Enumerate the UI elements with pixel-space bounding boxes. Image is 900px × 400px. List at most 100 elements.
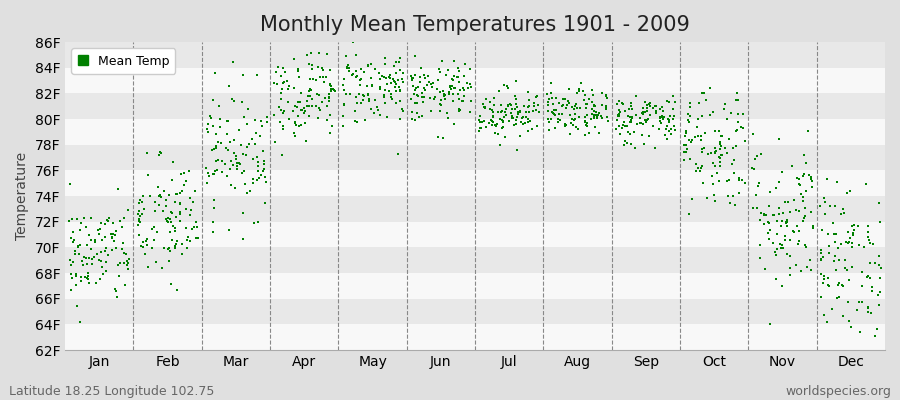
Point: [767, 212, 781, 218]
Point: [662, 128, 676, 134]
Point: [540, 107, 554, 114]
Point: [852, 242, 867, 248]
Point: [277, 79, 292, 85]
Point: [474, 125, 489, 131]
Point: [799, 263, 814, 270]
Point: [829, 231, 843, 237]
Point: [221, 147, 236, 154]
Point: [749, 192, 763, 198]
Point: [826, 220, 841, 226]
Point: [615, 100, 629, 106]
Point: [663, 125, 678, 132]
Bar: [65, 248, 885, 273]
Point: [575, 88, 590, 94]
Point: [140, 150, 155, 156]
Point: [151, 202, 166, 208]
Point: [832, 280, 846, 287]
Point: [716, 152, 730, 158]
Point: [862, 275, 877, 281]
Point: [304, 62, 319, 68]
Point: [109, 288, 123, 294]
Point: [865, 288, 879, 295]
Point: [634, 119, 648, 126]
Point: [724, 110, 738, 116]
Point: [318, 94, 332, 101]
Point: [81, 255, 95, 261]
Point: [620, 113, 634, 119]
Point: [804, 267, 818, 273]
Point: [585, 99, 599, 105]
Point: [689, 168, 704, 174]
Point: [849, 357, 863, 364]
Point: [620, 122, 634, 129]
Point: [680, 128, 694, 134]
Point: [349, 119, 364, 125]
Point: [310, 91, 324, 98]
Point: [184, 207, 198, 214]
Point: [364, 82, 379, 88]
Point: [725, 161, 740, 168]
Point: [250, 168, 265, 174]
Point: [766, 212, 780, 218]
Point: [817, 273, 832, 279]
Point: [505, 106, 519, 112]
Point: [733, 190, 747, 196]
Point: [611, 112, 625, 118]
Point: [131, 211, 146, 217]
Point: [343, 91, 357, 98]
Point: [682, 136, 697, 143]
Point: [494, 109, 508, 116]
Point: [134, 243, 148, 249]
Point: [560, 102, 574, 108]
Point: [874, 264, 888, 271]
Point: [214, 140, 229, 146]
Point: [842, 239, 856, 245]
Point: [544, 116, 558, 122]
Point: [472, 125, 487, 132]
Point: [616, 119, 631, 126]
Point: [274, 90, 288, 96]
Point: [162, 191, 176, 198]
Point: [558, 122, 572, 128]
Point: [869, 326, 884, 332]
Point: [711, 154, 725, 160]
Point: [872, 301, 886, 308]
Title: Monthly Mean Temperatures 1901 - 2009: Monthly Mean Temperatures 1901 - 2009: [260, 15, 690, 35]
Point: [94, 249, 108, 255]
Point: [581, 130, 596, 136]
Point: [223, 166, 238, 172]
Point: [486, 114, 500, 121]
Point: [285, 108, 300, 115]
Point: [865, 284, 879, 290]
Point: [656, 108, 670, 114]
Point: [791, 241, 806, 247]
Point: [759, 212, 773, 218]
Point: [648, 145, 662, 151]
Point: [356, 96, 370, 103]
Point: [486, 119, 500, 126]
Point: [179, 178, 194, 184]
Point: [163, 216, 177, 222]
Point: [239, 144, 254, 150]
Point: [249, 154, 264, 160]
Point: [861, 308, 876, 315]
Point: [634, 110, 649, 116]
Point: [746, 204, 760, 211]
Point: [658, 132, 672, 138]
Point: [221, 227, 236, 233]
Point: [578, 118, 592, 124]
Point: [106, 238, 121, 244]
Point: [70, 302, 85, 309]
Point: [822, 283, 836, 290]
Point: [530, 102, 544, 109]
Point: [642, 133, 656, 139]
Text: Latitude 18.25 Longitude 102.75: Latitude 18.25 Longitude 102.75: [9, 385, 214, 398]
Point: [835, 313, 850, 319]
Point: [173, 209, 187, 215]
Point: [222, 82, 237, 89]
Point: [717, 101, 732, 107]
Point: [289, 122, 303, 128]
Point: [680, 146, 695, 152]
Point: [99, 268, 113, 274]
Point: [229, 156, 243, 162]
